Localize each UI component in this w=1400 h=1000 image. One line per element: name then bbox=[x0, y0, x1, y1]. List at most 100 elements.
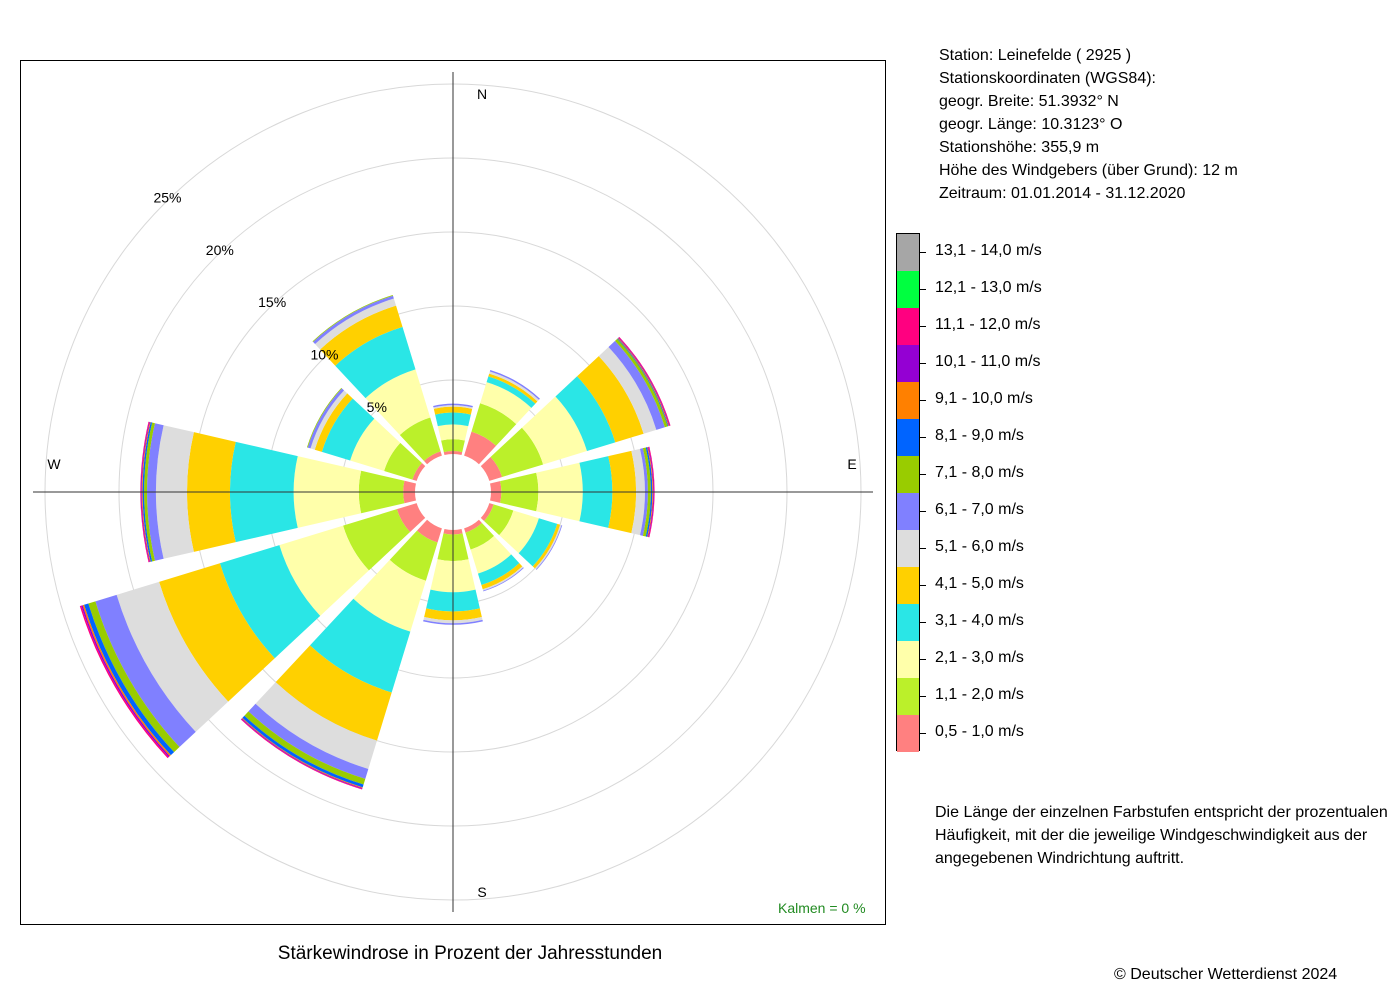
sector-band bbox=[350, 418, 401, 471]
sector-band bbox=[159, 563, 275, 702]
sector-band bbox=[255, 682, 377, 769]
sector-band bbox=[416, 519, 442, 543]
sector-band bbox=[140, 421, 150, 563]
legend-color-bar bbox=[896, 233, 920, 752]
sector-band bbox=[219, 545, 321, 659]
anemometer-height: Höhe des Windgebers (über Grund): 12 m bbox=[939, 162, 1238, 179]
direction-label-N: N bbox=[477, 86, 487, 102]
sector-band bbox=[384, 442, 422, 480]
legend-swatch bbox=[897, 382, 919, 419]
sector-band bbox=[518, 518, 558, 567]
station-elevation: Stationshöhe: 355,9 m bbox=[939, 139, 1100, 156]
station-coords-header: Stationskoordinaten (WGS84): bbox=[939, 70, 1156, 87]
station-longitude: geogr. Länge: 10.3123° O bbox=[939, 116, 1123, 133]
sector-band bbox=[433, 403, 473, 408]
legend-label: 13,1 - 14,0 m/s bbox=[935, 241, 1042, 259]
sector-band bbox=[313, 295, 394, 345]
sector-band bbox=[648, 446, 655, 538]
legend-label: 8,1 - 9,0 m/s bbox=[935, 426, 1024, 444]
legend-label: 5,1 - 6,0 m/s bbox=[935, 537, 1024, 555]
sector-band bbox=[490, 427, 544, 477]
legend-label: 4,1 - 5,0 m/s bbox=[935, 574, 1024, 592]
axes-layer bbox=[33, 72, 873, 912]
legend-label: 2,1 - 3,0 m/s bbox=[935, 648, 1024, 666]
sector-band bbox=[314, 393, 353, 452]
sector-band bbox=[399, 417, 441, 461]
note-line: angegebenen Windrichtung auftritt. bbox=[935, 850, 1185, 867]
sector-band bbox=[95, 594, 196, 748]
legend-tick bbox=[920, 473, 926, 475]
sector-band bbox=[615, 338, 668, 428]
sector-120 bbox=[480, 503, 563, 570]
legend-label: 12,1 - 13,0 m/s bbox=[935, 278, 1042, 296]
sector-band bbox=[486, 376, 536, 408]
sector-band bbox=[499, 510, 539, 554]
legend-swatch bbox=[897, 419, 919, 456]
sector-band bbox=[88, 601, 180, 753]
direction-label-S: S bbox=[477, 884, 486, 900]
sector-band bbox=[480, 382, 532, 425]
legend-swatch bbox=[897, 345, 919, 382]
sector-band bbox=[84, 603, 175, 756]
legend-label: 7,1 - 8,0 m/s bbox=[935, 463, 1024, 481]
sector-band bbox=[353, 559, 426, 632]
sector-band bbox=[482, 566, 524, 591]
legend-label: 1,1 - 2,0 m/s bbox=[935, 685, 1024, 703]
station-latitude: geogr. Breite: 51.3932° N bbox=[939, 93, 1119, 110]
label-layer: N E S W 5% 10% 15% 20% 25% bbox=[47, 86, 856, 900]
legend-label: 6,1 - 7,0 m/s bbox=[935, 500, 1024, 518]
sector-150 bbox=[464, 519, 524, 592]
sector-210 bbox=[240, 519, 442, 790]
sector-band bbox=[424, 451, 442, 465]
sector-band bbox=[521, 396, 587, 465]
sector-band bbox=[141, 422, 151, 562]
sector-band bbox=[244, 711, 366, 785]
sector-band bbox=[532, 523, 561, 569]
sector-330 bbox=[312, 295, 442, 465]
sector-band bbox=[642, 447, 651, 537]
time-period: Zeitraum: 01.01.2014 - 31.12.2020 bbox=[939, 185, 1186, 202]
legend-tick bbox=[920, 362, 926, 364]
sector-band bbox=[640, 448, 648, 536]
sector-band bbox=[555, 376, 616, 452]
sector-band bbox=[534, 524, 562, 570]
legend-label: 10,1 - 11,0 m/s bbox=[935, 352, 1041, 370]
legend-swatch bbox=[897, 234, 919, 271]
sector-band bbox=[577, 356, 644, 443]
legend-swatch bbox=[897, 641, 919, 678]
legend-swatch bbox=[897, 715, 919, 752]
sector-band bbox=[248, 703, 369, 779]
legend-swatch bbox=[897, 308, 919, 345]
sector-band bbox=[365, 369, 431, 435]
sector-band bbox=[141, 421, 150, 563]
legend-swatch bbox=[897, 567, 919, 604]
sector-band bbox=[423, 616, 483, 624]
sector-band bbox=[142, 422, 153, 562]
legend-label: 3,1 - 4,0 m/s bbox=[935, 611, 1024, 629]
sector-band bbox=[470, 536, 512, 574]
sector-band bbox=[645, 447, 653, 537]
note-line: Häufigkeit, mit der die jeweilige Windge… bbox=[935, 827, 1368, 844]
sector-band bbox=[471, 403, 517, 446]
radial-tick-label: 5% bbox=[367, 399, 387, 415]
radial-tick-label: 25% bbox=[153, 190, 181, 206]
sector-band bbox=[488, 373, 538, 404]
sector-240 bbox=[79, 503, 426, 759]
sector-band bbox=[307, 388, 345, 449]
sector-band bbox=[396, 503, 426, 533]
sector-band bbox=[464, 431, 497, 465]
sector-band bbox=[343, 509, 411, 571]
sector-band bbox=[320, 305, 403, 366]
sector-band bbox=[464, 519, 482, 533]
legend-tick bbox=[920, 621, 926, 623]
legend-swatch bbox=[897, 271, 919, 308]
sector-band bbox=[412, 463, 426, 481]
sector-band bbox=[389, 530, 438, 581]
sector-band bbox=[433, 405, 473, 409]
legend-tick bbox=[920, 510, 926, 512]
legend-label: 0,5 - 1,0 m/s bbox=[935, 722, 1024, 740]
sector-300 bbox=[306, 387, 426, 481]
sector-layer bbox=[79, 295, 671, 790]
legend-tick bbox=[920, 325, 926, 327]
